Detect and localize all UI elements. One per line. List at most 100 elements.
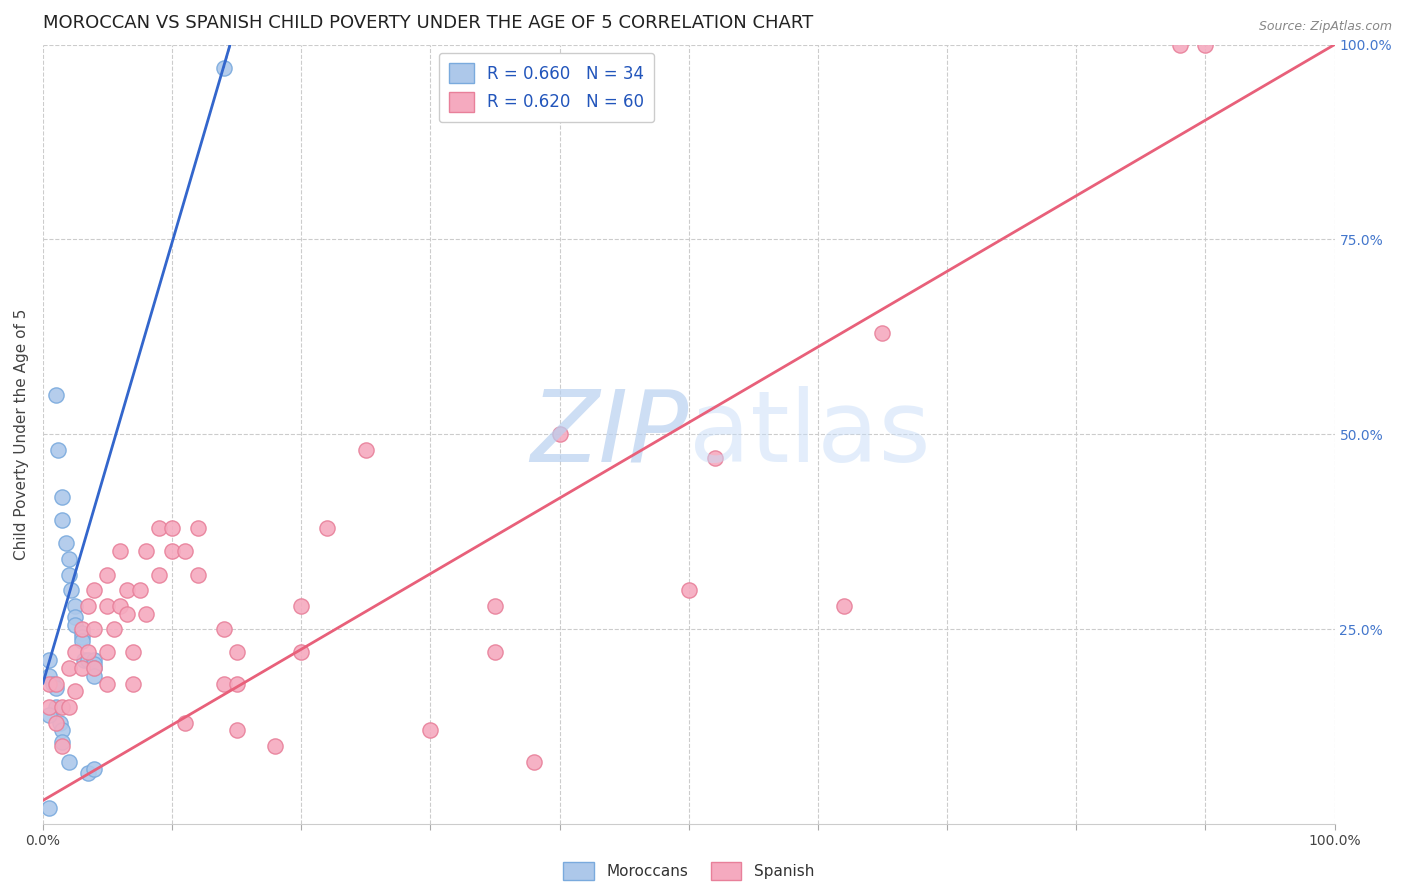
Point	[83, 669, 105, 683]
Point	[212, 676, 235, 690]
Point	[1168, 37, 1191, 52]
Point	[96, 645, 118, 659]
Point	[83, 657, 105, 672]
Point	[77, 599, 100, 613]
Point	[187, 567, 209, 582]
Point	[83, 583, 105, 598]
Point	[51, 490, 73, 504]
Point	[173, 544, 195, 558]
Point	[58, 552, 80, 566]
Point	[548, 427, 571, 442]
Point	[484, 645, 506, 659]
Point	[872, 326, 894, 340]
Point	[135, 607, 157, 621]
Legend: Moroccans, Spanish: Moroccans, Spanish	[557, 855, 820, 887]
Point	[225, 645, 247, 659]
Point	[290, 645, 312, 659]
Point	[70, 622, 93, 636]
Point	[148, 521, 170, 535]
Point	[77, 645, 100, 659]
Point	[46, 442, 69, 457]
Point	[96, 599, 118, 613]
Point	[45, 388, 67, 402]
Point	[51, 723, 73, 738]
Point	[38, 801, 60, 815]
Point	[96, 567, 118, 582]
Point	[70, 626, 93, 640]
Point	[160, 521, 183, 535]
Point	[354, 442, 377, 457]
Point	[135, 544, 157, 558]
Point	[60, 583, 83, 598]
Point	[45, 676, 67, 690]
Point	[63, 645, 86, 659]
Point	[128, 583, 150, 598]
Point	[122, 645, 145, 659]
Point	[70, 630, 93, 644]
Point	[832, 599, 855, 613]
Point	[225, 723, 247, 738]
Point	[122, 676, 145, 690]
Text: MOROCCAN VS SPANISH CHILD POVERTY UNDER THE AGE OF 5 CORRELATION CHART: MOROCCAN VS SPANISH CHILD POVERTY UNDER …	[42, 14, 813, 32]
Point	[212, 61, 235, 75]
Point	[73, 653, 96, 667]
Point	[77, 653, 100, 667]
Point	[103, 622, 125, 636]
Point	[212, 622, 235, 636]
Point	[38, 707, 60, 722]
Point	[38, 700, 60, 714]
Point	[83, 622, 105, 636]
Point	[187, 521, 209, 535]
Point	[1194, 37, 1216, 52]
Point	[58, 755, 80, 769]
Point	[51, 735, 73, 749]
Point	[110, 599, 132, 613]
Point	[51, 739, 73, 753]
Point	[58, 661, 80, 675]
Point	[96, 676, 118, 690]
Point	[63, 610, 86, 624]
Point	[38, 653, 60, 667]
Point	[173, 715, 195, 730]
Point	[63, 599, 86, 613]
Point	[703, 450, 725, 465]
Point	[38, 669, 60, 683]
Point	[63, 618, 86, 632]
Point	[115, 607, 138, 621]
Point	[42, 676, 65, 690]
Point	[523, 755, 546, 769]
Point	[58, 567, 80, 582]
Point	[148, 567, 170, 582]
Point	[110, 544, 132, 558]
Point	[115, 583, 138, 598]
Point	[484, 599, 506, 613]
Point	[45, 715, 67, 730]
Point	[83, 661, 105, 675]
Text: atlas: atlas	[689, 385, 931, 483]
Point	[83, 661, 105, 675]
Point	[678, 583, 700, 598]
Point	[45, 700, 67, 714]
Point	[58, 700, 80, 714]
Point	[419, 723, 441, 738]
Point	[160, 544, 183, 558]
Point	[70, 661, 93, 675]
Point	[316, 521, 339, 535]
Point	[55, 536, 77, 550]
Point	[45, 681, 67, 695]
Point	[70, 633, 93, 648]
Point	[83, 763, 105, 777]
Point	[225, 676, 247, 690]
Point	[48, 715, 70, 730]
Y-axis label: Child Poverty Under the Age of 5: Child Poverty Under the Age of 5	[14, 309, 30, 560]
Point	[51, 700, 73, 714]
Point	[290, 599, 312, 613]
Point	[264, 739, 287, 753]
Text: ZIP: ZIP	[530, 385, 689, 483]
Text: Source: ZipAtlas.com: Source: ZipAtlas.com	[1258, 20, 1392, 33]
Point	[83, 653, 105, 667]
Point	[63, 684, 86, 698]
Point	[51, 513, 73, 527]
Point	[38, 676, 60, 690]
Point	[77, 766, 100, 780]
